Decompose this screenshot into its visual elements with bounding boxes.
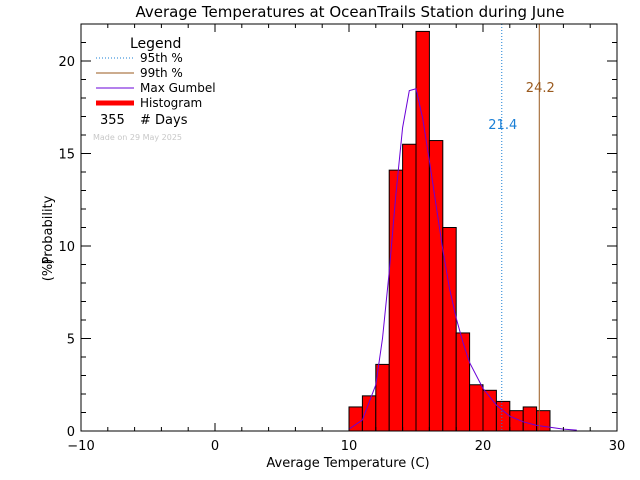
legend-days-label: # Days <box>140 113 188 128</box>
y-tick-label: 0 <box>67 425 75 440</box>
histogram-bar <box>469 384 484 432</box>
percentile-label: 21.4 <box>488 118 517 133</box>
histogram-bar <box>522 406 538 432</box>
x-axis-label: Average Temperature (C) <box>266 456 429 471</box>
legend-label: 95th % <box>140 51 183 65</box>
histogram-bar <box>495 400 511 432</box>
x-tick-label: −10 <box>67 439 94 454</box>
histogram-bar <box>536 410 551 432</box>
x-tick-label: 10 <box>341 439 358 454</box>
x-tick-label: 20 <box>475 439 492 454</box>
gumbel-curve <box>348 88 577 431</box>
histogram-bar <box>402 143 417 432</box>
histogram-bar <box>442 227 457 432</box>
histogram-bar <box>455 332 471 432</box>
percentile-label: 24.2 <box>526 81 555 96</box>
y-axis-unit: (%) <box>41 259 56 282</box>
histogram-bar <box>415 30 430 432</box>
chart-title: Average Temperatures at OceanTrails Stat… <box>136 3 565 21</box>
y-axis-label: Probability <box>41 195 56 264</box>
x-tick-label: 30 <box>609 439 626 454</box>
x-tick-label: 0 <box>211 439 219 454</box>
y-tick-label: 20 <box>58 55 75 70</box>
legend-label: Histogram <box>140 96 202 110</box>
y-tick-label: 5 <box>67 333 75 348</box>
y-tick-label: 10 <box>58 240 75 255</box>
legend-label: Max Gumbel <box>140 81 216 95</box>
legend-days-value: 355 <box>100 113 125 128</box>
legend-label: 99th % <box>140 66 183 80</box>
histogram-bar <box>388 169 404 432</box>
histogram-bar <box>428 140 444 432</box>
made-on-note: Made on 29 May 2025 <box>93 133 182 142</box>
legend-title: Legend <box>130 36 181 52</box>
y-tick-label: 15 <box>58 148 75 163</box>
